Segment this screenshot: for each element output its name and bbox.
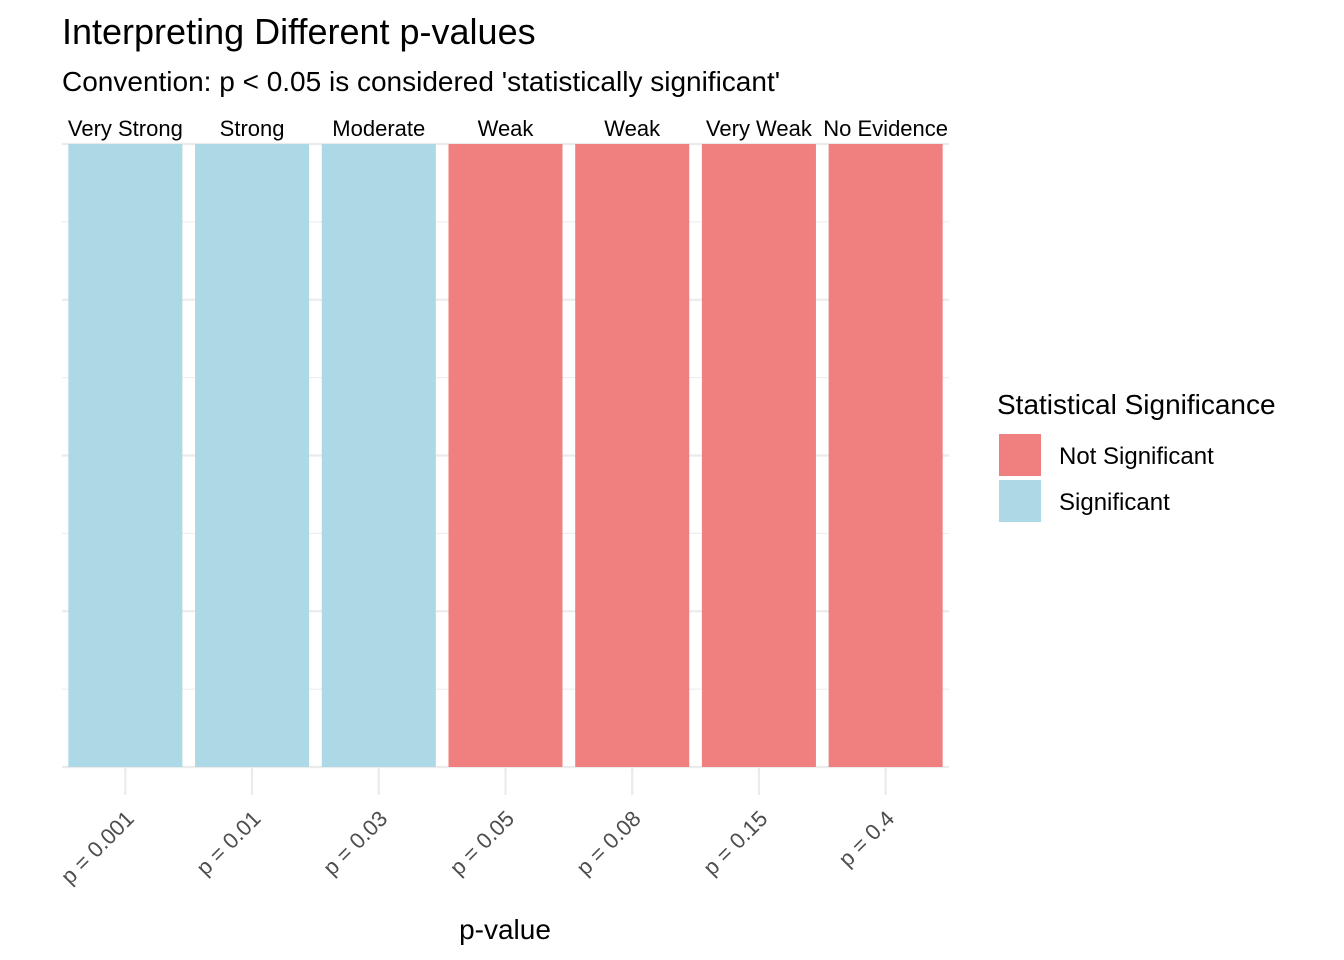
legend-swatch bbox=[999, 480, 1041, 522]
x-tick-label: p = 0.03 bbox=[318, 806, 392, 880]
bar-label: Strong bbox=[220, 116, 285, 141]
bar bbox=[828, 144, 943, 767]
bars bbox=[68, 144, 943, 767]
chart-subtitle: Convention: p < 0.05 is considered 'stat… bbox=[62, 66, 780, 97]
legend-label: Not Significant bbox=[1059, 443, 1214, 470]
bar-label: Very Weak bbox=[706, 116, 813, 141]
legend-swatch bbox=[999, 434, 1041, 476]
bar bbox=[448, 144, 563, 767]
x-tick-label: p = 0.01 bbox=[191, 806, 265, 880]
legend-label: Significant bbox=[1059, 489, 1170, 516]
x-ticks: p = 0.001 p = 0.01 p = 0.03 p = 0.05 p = 0.0… bbox=[56, 806, 899, 889]
bar-label: Weak bbox=[478, 116, 535, 141]
legend-title: Statistical Significance bbox=[997, 389, 1276, 420]
legend-items: Not Significant Significant bbox=[999, 434, 1214, 522]
x-tick-label: p = 0.15 bbox=[698, 806, 772, 880]
x-tick-label: p = 0.08 bbox=[571, 806, 645, 880]
x-tick-label: p = 0.4 bbox=[833, 806, 899, 872]
legend: Statistical Significance Not Significant… bbox=[997, 389, 1276, 522]
bar-label: Moderate bbox=[332, 116, 425, 141]
bar-label: Very Strong bbox=[68, 116, 183, 141]
bar-labels: Very Strong Strong Moderate Weak Weak Very We… bbox=[68, 116, 948, 141]
chart-title: Interpreting Different p-values bbox=[62, 11, 536, 52]
bar bbox=[321, 144, 436, 767]
bar bbox=[701, 144, 816, 767]
bar-label: Weak bbox=[604, 116, 661, 141]
x-axis-title: p-value bbox=[459, 914, 551, 945]
bar-label: No Evidence bbox=[823, 116, 948, 141]
bar bbox=[195, 144, 310, 767]
x-tick-label: p = 0.05 bbox=[445, 806, 519, 880]
x-tick-label: p = 0.001 bbox=[56, 806, 139, 889]
bar bbox=[68, 144, 183, 767]
bar bbox=[575, 144, 690, 767]
